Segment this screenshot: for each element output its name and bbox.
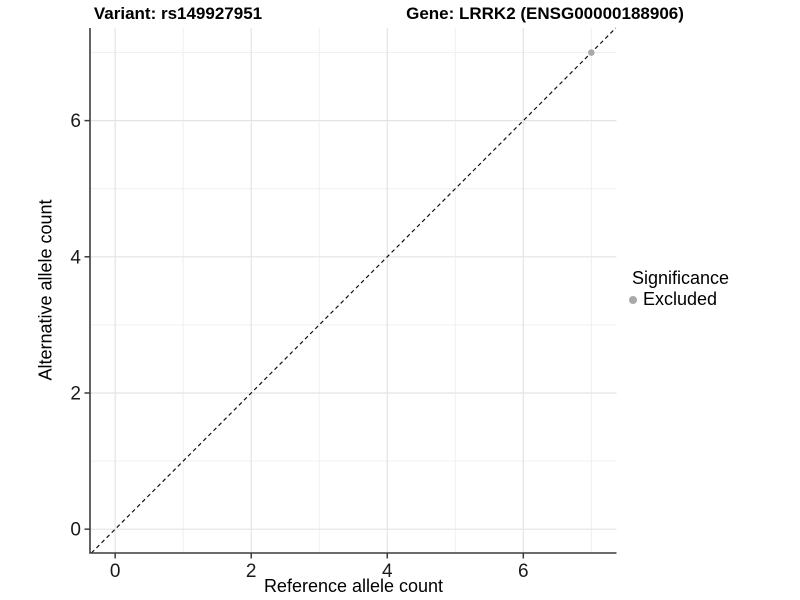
excluded-point-icon	[629, 295, 637, 304]
x-tick-label: 4	[382, 561, 393, 582]
data-point-excluded	[588, 49, 595, 56]
plot-title-gene: Gene: LRRK2 (ENSG00000188906)	[406, 4, 684, 23]
x-tick-label: 0	[110, 561, 121, 582]
plot-title-variant: Variant: rs149927951	[93, 4, 263, 23]
y-axis-title: Alternative allele count	[35, 199, 56, 381]
y-tick-label: 0	[70, 520, 81, 541]
legend-entry-label: Excluded	[643, 289, 718, 309]
legend-entry-excluded: Excluded	[629, 289, 729, 310]
y-tick-label: 2	[70, 383, 81, 404]
x-axis-title: Reference allele count	[263, 576, 444, 596]
x-tick-label: 2	[246, 561, 257, 582]
x-tick-label: 6	[518, 561, 529, 582]
y-tick-label: 6	[70, 111, 81, 132]
legend-title: Significance	[632, 268, 730, 288]
legend: Significance Excluded	[629, 268, 729, 310]
y-tick-label: 4	[70, 247, 81, 268]
identity-reference-line	[90, 27, 617, 554]
